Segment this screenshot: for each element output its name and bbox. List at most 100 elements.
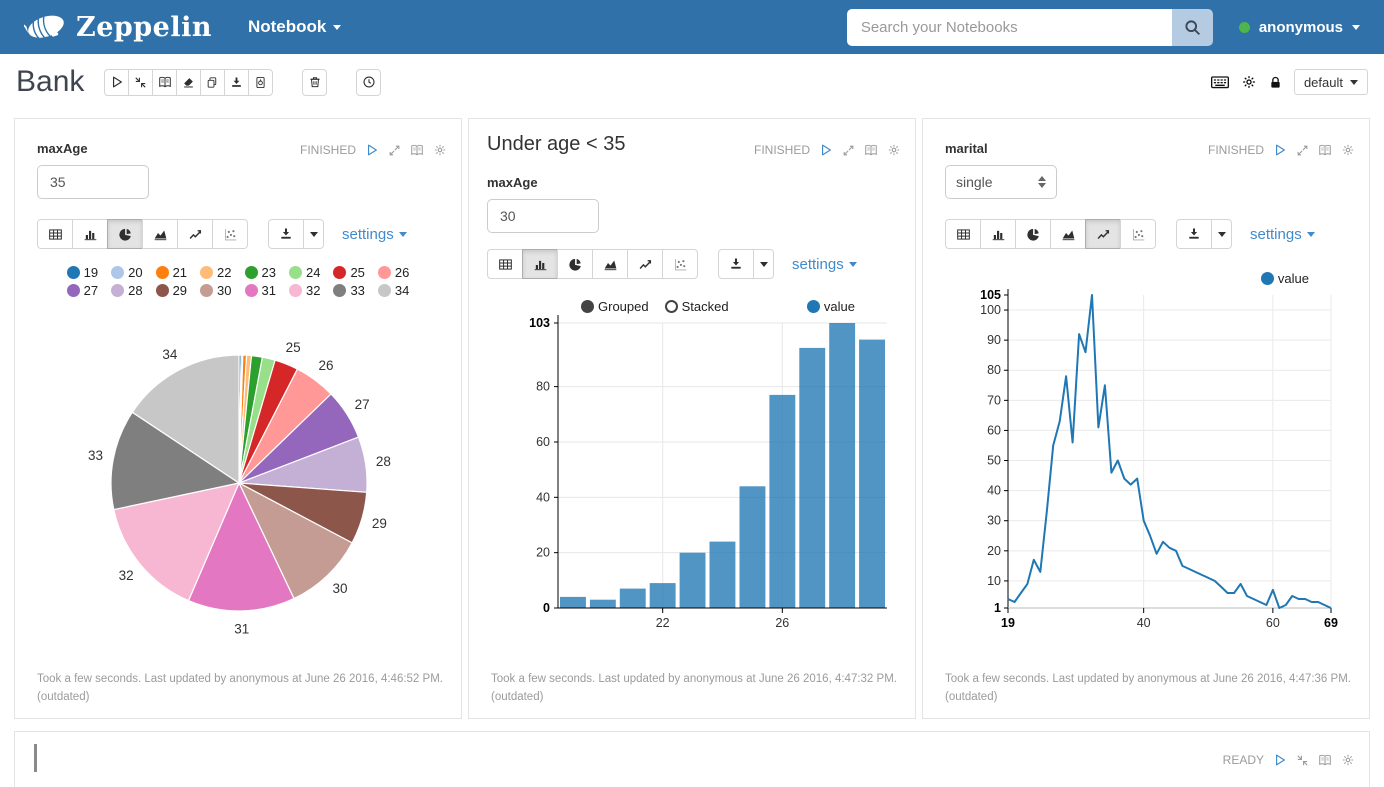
svg-text:34: 34 xyxy=(162,347,178,362)
series-legend-item[interactable]: value xyxy=(806,299,855,314)
download-options-button[interactable] xyxy=(303,219,324,249)
settings-link[interactable]: settings xyxy=(1250,226,1315,243)
legend-item[interactable]: 26 xyxy=(377,265,409,280)
collapse-paragraphs-button[interactable] xyxy=(128,68,154,96)
download-data-button[interactable] xyxy=(1176,219,1212,249)
marital-select[interactable]: single xyxy=(945,165,1057,199)
legend-item[interactable]: 20 xyxy=(111,265,143,280)
pie-chart-icon xyxy=(1026,227,1041,242)
scatter-chart-button[interactable] xyxy=(212,219,248,249)
settings-link[interactable]: settings xyxy=(342,226,407,243)
gear-icon[interactable] xyxy=(1341,753,1355,767)
user-name: anonymous xyxy=(1258,18,1343,36)
run-all-button[interactable] xyxy=(104,68,130,96)
line-chart-button[interactable] xyxy=(627,249,663,279)
compress-icon[interactable] xyxy=(1296,754,1309,767)
keyboard-shortcuts-icon[interactable] xyxy=(1210,72,1230,92)
settings-link[interactable]: settings xyxy=(792,256,857,273)
zeppelin-brand[interactable]: Zeppelin xyxy=(24,9,212,45)
table-view-button[interactable] xyxy=(487,249,523,279)
run-paragraph-icon[interactable] xyxy=(1273,143,1287,157)
download-options-button[interactable] xyxy=(1211,219,1232,249)
lock-icon[interactable] xyxy=(1268,75,1283,90)
scatter-chart-button[interactable] xyxy=(662,249,698,279)
table-view-button[interactable] xyxy=(37,219,73,249)
scatter-chart-button[interactable] xyxy=(1120,219,1156,249)
form-label: marital xyxy=(945,141,988,156)
svg-text:26: 26 xyxy=(775,616,789,630)
search-input[interactable] xyxy=(846,8,1172,46)
line-chart-button[interactable] xyxy=(1085,219,1121,249)
book-icon[interactable] xyxy=(1318,753,1332,767)
legend-item[interactable]: 19 xyxy=(66,265,98,280)
legend-item[interactable]: 32 xyxy=(288,283,320,298)
pie-chart-button[interactable] xyxy=(1015,219,1051,249)
svg-text:80: 80 xyxy=(536,380,550,394)
run-paragraph-icon[interactable] xyxy=(1273,753,1287,767)
legend-label: 31 xyxy=(261,283,276,298)
legend-item[interactable]: 31 xyxy=(244,283,276,298)
download-data-button[interactable] xyxy=(268,219,304,249)
legend-item[interactable]: 30 xyxy=(200,283,232,298)
gear-icon[interactable] xyxy=(433,143,447,157)
gear-icon[interactable] xyxy=(1241,74,1257,90)
maxage-input[interactable] xyxy=(37,165,149,199)
legend-item[interactable]: 33 xyxy=(333,283,365,298)
expand-icon[interactable] xyxy=(388,144,401,157)
expand-icon[interactable] xyxy=(1296,144,1309,157)
export-note-button[interactable] xyxy=(224,68,250,96)
empty-paragraph-editor[interactable]: READY xyxy=(14,731,1370,787)
book-icon[interactable] xyxy=(410,143,424,157)
run-paragraph-icon[interactable] xyxy=(365,143,379,157)
legend-item[interactable]: 29 xyxy=(155,283,187,298)
delete-note-button[interactable] xyxy=(302,68,328,96)
caret-down-icon xyxy=(398,231,407,237)
legend-item[interactable]: 25 xyxy=(333,265,365,280)
legend-item[interactable]: 23 xyxy=(244,265,276,280)
bar-chart-button[interactable] xyxy=(522,249,558,279)
search-button[interactable] xyxy=(1171,8,1213,46)
run-paragraph-icon[interactable] xyxy=(819,143,833,157)
footer-line2: (outdated) xyxy=(491,691,544,704)
grouped-control[interactable]: Grouped xyxy=(581,299,649,314)
gear-icon[interactable] xyxy=(1341,143,1355,157)
stacked-control[interactable]: Stacked xyxy=(664,299,729,314)
bar-chart-button[interactable] xyxy=(980,219,1016,249)
legend-item[interactable]: 21 xyxy=(155,265,187,280)
interpreter-binding-button[interactable]: default xyxy=(1293,69,1368,95)
user-menu[interactable]: anonymous xyxy=(1238,18,1360,36)
book-icon[interactable] xyxy=(1318,143,1332,157)
area-chart-button[interactable] xyxy=(142,219,178,249)
notebook-menu[interactable]: Notebook xyxy=(247,17,342,37)
legend-dot-icon xyxy=(155,266,169,279)
legend-item[interactable]: 27 xyxy=(66,283,98,298)
pie-chart-button[interactable] xyxy=(557,249,593,279)
legend-label: 23 xyxy=(261,265,276,280)
maxage-input[interactable] xyxy=(487,199,599,233)
legend-item[interactable]: 34 xyxy=(377,283,409,298)
table-view-button[interactable] xyxy=(945,219,981,249)
area-chart-button[interactable] xyxy=(1050,219,1086,249)
area-chart-button[interactable] xyxy=(592,249,628,279)
book-icon[interactable] xyxy=(864,143,878,157)
download-data-button[interactable] xyxy=(718,249,754,279)
gear-icon[interactable] xyxy=(887,143,901,157)
scheduler-button[interactable] xyxy=(356,68,382,96)
line-chart-button[interactable] xyxy=(177,219,213,249)
clear-output-button[interactable] xyxy=(176,68,202,96)
legend-item[interactable]: 24 xyxy=(288,265,320,280)
legend-item[interactable]: 22 xyxy=(200,265,232,280)
pie-chart-button[interactable] xyxy=(107,219,143,249)
bar-chart-button[interactable] xyxy=(72,219,108,249)
bar-chart: 0 20 40 60 80 103 22 26 xyxy=(529,315,887,630)
svg-text:26: 26 xyxy=(318,358,333,373)
toggle-output-button[interactable] xyxy=(152,68,178,96)
clone-note-button[interactable] xyxy=(200,68,226,96)
legend-dot-icon xyxy=(333,284,347,297)
expand-icon[interactable] xyxy=(842,144,855,157)
version-control-button[interactable] xyxy=(248,68,274,96)
legend-item[interactable]: 28 xyxy=(111,283,143,298)
download-options-button[interactable] xyxy=(753,249,774,279)
series-legend-item[interactable]: value xyxy=(1260,271,1309,286)
notebook-menu-label: Notebook xyxy=(247,17,327,36)
